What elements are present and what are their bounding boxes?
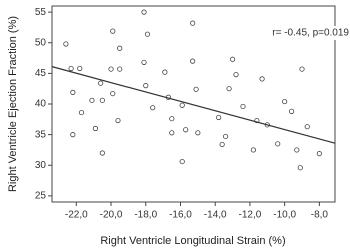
point: [282, 98, 288, 105]
x-tick-label: -14,0: [204, 210, 227, 221]
point: [92, 125, 99, 132]
point: [169, 116, 175, 122]
point: [190, 58, 196, 64]
y-tick-label: 45: [35, 68, 47, 79]
annotation-bg: [281, 26, 349, 40]
point: [179, 102, 185, 108]
point: [223, 133, 229, 140]
point: [99, 97, 105, 103]
y-tick-label: 50: [35, 37, 47, 48]
point: [229, 56, 236, 62]
y-tick-label: 25: [35, 191, 47, 202]
point: [117, 45, 123, 51]
point: [183, 127, 189, 133]
point: [150, 105, 156, 111]
point: [89, 97, 95, 103]
point: [240, 103, 246, 110]
point: [190, 20, 196, 26]
point: [297, 165, 303, 171]
point: [226, 86, 232, 92]
point: [250, 147, 256, 153]
point: [68, 65, 74, 72]
point: [294, 147, 300, 153]
point: [141, 59, 147, 65]
point: [78, 109, 85, 116]
point: [299, 66, 305, 72]
point: [275, 141, 281, 147]
point: [169, 130, 175, 136]
point: [219, 141, 225, 148]
point: [98, 80, 104, 86]
y-tick-label: 55: [35, 7, 47, 18]
point: [115, 117, 121, 124]
y-tick-label: 35: [35, 129, 47, 140]
point: [77, 65, 83, 72]
point: [179, 158, 185, 165]
point: [195, 130, 201, 136]
y-tick-label: 40: [35, 99, 47, 110]
point: [259, 76, 265, 82]
point: [162, 69, 168, 75]
point: [108, 66, 114, 72]
point: [70, 89, 76, 95]
point: [288, 108, 295, 114]
point: [117, 66, 123, 72]
x-tick-label: -10,0: [273, 210, 296, 221]
point: [110, 28, 116, 34]
point: [70, 132, 76, 138]
y-axis-label: Right Ventricle Ejection Fraction (%): [7, 16, 19, 192]
point: [233, 72, 239, 78]
y-tick-label: 30: [35, 160, 47, 171]
point: [141, 9, 147, 15]
x-tick-label: -8,0: [311, 210, 329, 221]
x-tick-label: -22,0: [65, 210, 88, 221]
x-tick-label: -12,0: [239, 210, 262, 221]
point: [193, 86, 199, 92]
x-axis-label: Right Ventricle Longitudinal Strain (%): [100, 235, 285, 247]
x-tick-label: -20,0: [100, 210, 123, 221]
point: [143, 83, 149, 89]
point: [63, 41, 69, 47]
fit-line: [51, 66, 336, 144]
x-tick-label: -18,0: [134, 210, 157, 221]
annotation: r= -0.45, p=0.019: [272, 28, 349, 39]
point: [216, 114, 222, 121]
point: [304, 124, 310, 130]
x-tick-label: -16,0: [169, 210, 192, 221]
point: [99, 150, 105, 156]
point: [110, 90, 116, 97]
point: [144, 31, 151, 37]
point: [316, 151, 322, 157]
